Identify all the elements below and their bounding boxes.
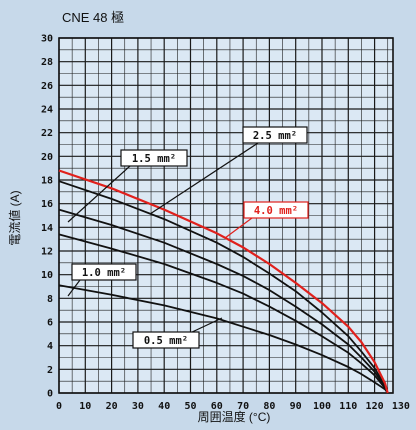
callout-leader-line [224,217,253,239]
x-tick-label: 60 [211,401,223,412]
y-tick-label: 4 [47,341,53,352]
x-tick-label: 50 [184,401,196,412]
x-tick-label: 70 [237,401,249,412]
y-tick-label: 12 [41,247,53,258]
x-tick-label: 0 [56,401,62,412]
callout-label: 2.5 mm² [253,130,297,142]
x-tick-label: 90 [290,401,302,412]
x-tick-label: 100 [313,401,331,412]
y-tick-label: 0 [47,389,53,400]
x-tick-label: 20 [106,401,118,412]
y-tick-label: 24 [41,105,53,116]
series-line-15 [58,208,389,394]
x-axis-ticks: 0 10 20 30 40 50 60 70 80 90 100 110 120 130 [56,401,410,412]
callout-box [243,201,309,219]
y-axis-title: 電流値 (A) [7,190,22,245]
x-tick-label: 130 [392,401,410,412]
x-tick-label: 40 [158,401,170,412]
x-tick-label: 80 [263,401,275,412]
series-line-10 [58,233,389,394]
callout-leader-line [67,279,81,297]
y-tick-label: 16 [41,199,53,210]
callout-leader-line [149,142,259,215]
x-tick-label: 10 [79,401,91,412]
series-line-05 [58,284,389,394]
y-tick-label: 8 [47,294,53,305]
y-tick-label: 10 [41,270,53,281]
callout-leader-line [189,317,223,334]
y-tick-label: 26 [41,81,53,92]
series-callouts: 2.5 mm² 1.5 mm² 4.0 mm² 1.0 mm² 0.5 mm² [71,126,309,349]
x-tick-label: 110 [339,401,357,412]
y-tick-label: 14 [41,223,53,234]
plot-frame [58,37,394,394]
callout-label: 0.5 mm² [144,335,188,347]
x-tick-label: 30 [132,401,144,412]
y-tick-label: 20 [41,152,53,163]
series-line-25 [58,180,389,394]
callout-label: 1.5 mm² [132,153,176,165]
y-tick-label: 6 [47,318,53,329]
y-tick-label: 22 [41,128,53,139]
y-tick-label: 28 [41,57,53,68]
callout-box [71,263,137,281]
chart-title: CNE 48 極 [62,10,124,25]
y-tick-label: 2 [47,365,53,376]
callout-leader-line [67,165,131,223]
callout-leader-lines [67,142,259,334]
callout-box [132,331,200,349]
callout-label: 1.0 mm² [82,267,126,279]
x-axis-title: 周囲温度 (°C) [198,409,271,424]
callout-label: 4.0 mm² [254,205,298,217]
callout-box [242,126,308,144]
callout-box [120,149,188,167]
y-tick-label: 18 [41,176,53,187]
x-tick-label: 120 [366,401,384,412]
series-line-40 [58,169,389,394]
y-tick-label: 30 [41,34,53,45]
series-lines [58,169,389,394]
